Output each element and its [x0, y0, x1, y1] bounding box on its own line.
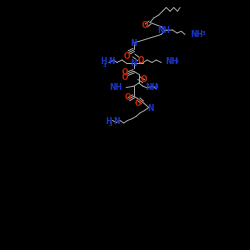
Text: O: O [135, 98, 141, 108]
Text: NH: NH [157, 26, 170, 35]
Text: O: O [122, 68, 128, 77]
Text: O: O [125, 94, 131, 102]
Text: N: N [130, 58, 137, 68]
Text: N: N [147, 104, 153, 113]
Text: 3: 3 [202, 31, 206, 36]
Text: N: N [108, 58, 114, 66]
Text: NH: NH [110, 83, 122, 92]
Text: N: N [130, 39, 137, 48]
Text: O: O [122, 72, 128, 82]
Text: O: O [138, 56, 144, 65]
Text: NH: NH [165, 58, 178, 66]
Text: O: O [124, 52, 130, 61]
Text: 3: 3 [108, 122, 112, 128]
Text: NH: NH [190, 30, 203, 39]
Text: H: H [106, 117, 112, 126]
Text: H: H [100, 58, 107, 66]
Text: 3: 3 [103, 63, 107, 68]
Text: NH: NH [145, 83, 158, 92]
Text: O: O [141, 20, 148, 30]
Text: 3: 3 [175, 59, 179, 64]
Text: 3: 3 [155, 84, 159, 89]
Text: O: O [140, 76, 147, 84]
Text: N: N [113, 117, 120, 126]
